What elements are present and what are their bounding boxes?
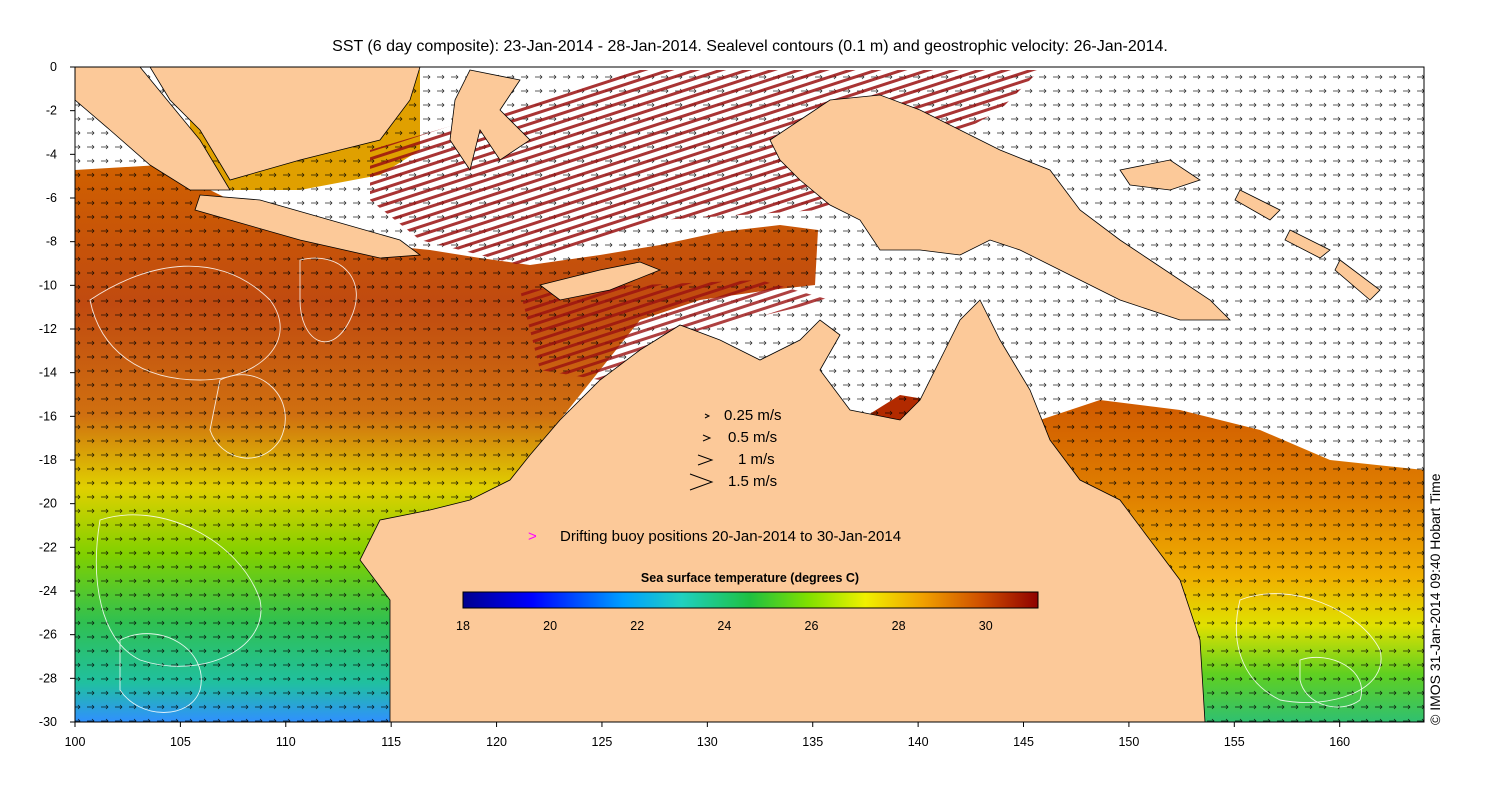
- buoy-symbol: >: [528, 528, 537, 545]
- velocity-arrow-1: [697, 454, 714, 466]
- y-tick-label: -10: [39, 278, 57, 292]
- sealevel-contours: [89, 257, 1382, 713]
- x-tick-label: 110: [276, 735, 296, 749]
- x-tick-label: 100: [65, 735, 86, 749]
- colorbar: Sea surface temperature (degrees C) 18 20…: [456, 571, 1039, 633]
- x-tick-label: 140: [908, 735, 929, 749]
- velocity-legend: 0.25 m/s 0.5 m/s 1 m/s 1.5 m/s: [689, 407, 782, 491]
- x-tick-label: 130: [697, 735, 718, 749]
- map-title: SST (6 day composite): 23-Jan-2014 - 28-…: [332, 38, 1168, 55]
- x-tick-label: 145: [1013, 735, 1034, 749]
- colorbar-tick-label: 26: [805, 619, 819, 633]
- colorbar-title: Sea surface temperature (degrees C): [641, 571, 859, 585]
- x-tick-label: 105: [170, 735, 191, 749]
- plot-frame: [74, 66, 1425, 723]
- map-plot-area: [75, 67, 1424, 722]
- y-tick-label: -18: [39, 453, 57, 467]
- velocity-label: 1.5 m/s: [728, 473, 777, 490]
- y-tick-label: -28: [39, 671, 57, 685]
- credit-text: © IMOS 31-Jan-2014 09:40 Hobart Time: [1427, 473, 1443, 725]
- x-tick-label: 160: [1329, 735, 1350, 749]
- y-tick-label: -16: [39, 409, 57, 423]
- buoy-legend-label: Drifting buoy positions 20-Jan-2014 to 3…: [560, 528, 901, 545]
- y-tick-label: -8: [46, 235, 57, 249]
- colorbar-tick-label: 22: [630, 619, 644, 633]
- velocity-label: 1 m/s: [738, 451, 775, 468]
- x-tick-label: 155: [1224, 735, 1245, 749]
- colorbar-tick-label: 28: [892, 619, 906, 633]
- x-tick-label: 150: [1118, 735, 1139, 749]
- velocity-arrow-1.5: [689, 473, 714, 491]
- y-tick-label: 0: [50, 60, 57, 74]
- y-tick-label: -4: [46, 147, 57, 161]
- velocity-legend-item: 0.5 m/s: [702, 429, 777, 446]
- colorbar-tick-label: 18: [456, 619, 470, 633]
- velocity-arrow-0.5: [702, 434, 712, 442]
- x-tick-label: 120: [486, 735, 507, 749]
- y-tick-label: -26: [39, 628, 57, 642]
- y-tick-label: -24: [39, 584, 57, 598]
- colorbar-tick-label: 30: [979, 619, 993, 633]
- velocity-arrow-0.25: [704, 413, 711, 419]
- y-tick-label: -14: [39, 366, 57, 380]
- colorbar-tick-label: 24: [717, 619, 731, 633]
- y-tick-label: -2: [46, 104, 57, 118]
- y-tick-label: -20: [39, 497, 57, 511]
- velocity-label: 0.25 m/s: [724, 407, 782, 424]
- y-tick-label: -6: [46, 191, 57, 205]
- x-tick-label: 125: [592, 735, 613, 749]
- velocity-legend-item: 1 m/s: [697, 451, 775, 468]
- velocity-legend-item: 1.5 m/s: [689, 473, 777, 491]
- velocity-label: 0.5 m/s: [728, 429, 777, 446]
- y-axis: 0 -2 -4 -6 -8 -10 -12 -14 -16 -18 -20 -22 -24 -26 -28 -…: [39, 60, 75, 729]
- velocity-legend-item: 0.25 m/s: [704, 407, 782, 424]
- y-tick-label: -12: [39, 322, 57, 336]
- y-tick-label: -22: [39, 540, 57, 554]
- buoy-legend: > Drifting buoy positions 20-Jan-2014 to…: [528, 528, 901, 545]
- colorbar-scale: [462, 591, 1039, 609]
- x-axis: 100 105 110 115 120 125 130 135 140 145 150 155 160: [65, 722, 1350, 749]
- x-tick-label: 135: [802, 735, 823, 749]
- colorbar-ticks: 18 20 22 24 26 28 30: [456, 619, 993, 633]
- colorbar-tick-label: 20: [543, 619, 557, 633]
- y-tick-label: -30: [39, 715, 57, 729]
- x-tick-label: 115: [381, 735, 401, 749]
- land: [75, 67, 1381, 722]
